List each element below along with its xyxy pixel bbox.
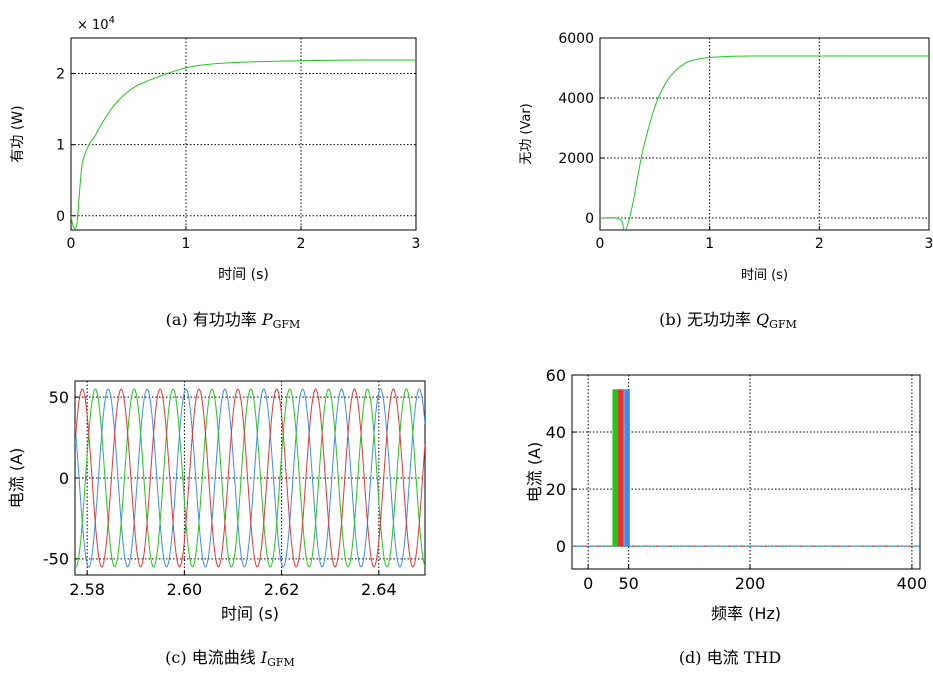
x-tick-label: 1 [182,236,191,252]
panel-caption: (c) 电流曲线 IGFM [165,648,295,669]
panel-caption: (b) 无功功率 QGFM [659,310,797,331]
chart-panel-c: 2.58 2.60 2.62 2.64 -50 0 50 时间 (s) 电流 (A) (c) 电流… [7,380,426,669]
y-axis-label: 有功 (W) [10,105,26,162]
caption-subscript: GFM [769,318,797,331]
y-tick-label: 1 [56,138,65,154]
x-tick-label: 50 [618,574,638,593]
y-tick-label: 0 [585,211,594,227]
x-axis-label: 时间 (s) [218,267,269,283]
caption-text: (d) 电流 THD [679,648,781,667]
caption-symbol: Q [756,310,769,329]
x-axis-label: 时间 (s) [221,604,279,623]
y-tick-label: 20 [546,480,566,499]
caption-text: (a) 有功功率 [166,310,262,329]
x-tick-label: 0 [583,574,593,593]
chart-panel-d: 0 50 200 400 0 20 40 60 频率 (Hz) 电流 (A) (d) 电流 THD [525,366,927,667]
panel-caption: (a) 有功功率 PGFM [166,310,301,331]
series-line-0 [75,388,425,568]
plot-area [599,37,930,231]
bar-0 [612,389,618,547]
y-tick-label: 0 [56,209,65,225]
series-line-0 [71,59,416,230]
bar-2 [624,389,630,547]
x-tick-label: 2.60 [167,580,203,599]
x-tick-label: 3 [925,236,933,252]
caption-symbol: P [261,310,273,329]
y-tick-label: 40 [546,423,566,442]
x-tick-label: 0 [596,236,605,252]
x-tick-label: 200 [735,574,766,593]
plot-area [70,37,417,231]
plot-area [571,374,921,570]
y-tick-label: 6000 [558,31,594,47]
caption-symbol: I [260,648,268,667]
axis-multiplier-base: × 10 [77,18,109,33]
y-axis-label: 无功 (Var) [519,103,534,164]
data-layer [600,55,929,230]
x-tick-label: 2.64 [361,580,397,599]
axis-multiplier-exponent: 4 [109,15,115,26]
chart-panel-a: 0 1 2 3 0 1 2 时间 (s) 有功 (W) × 104 (a) 有功功率 PGFM [10,15,420,331]
y-tick-label: 0 [59,469,69,488]
y-tick-label: 50 [49,388,69,407]
x-axis-label: 时间 (s) [741,268,788,283]
data-layer [75,388,425,568]
data-layer [572,389,920,547]
series-line-0 [600,55,929,230]
y-axis-label: 电流 (A) [525,442,544,503]
x-tick-label: 3 [412,236,421,252]
y-tick-label: 0 [556,537,566,556]
x-tick-label: 400 [897,574,928,593]
series-line-2 [75,388,425,568]
data-layer [71,59,416,230]
chart-panel-b: 0 1 2 3 0 2000 4000 6000 时间 (s) 无功 (Var) (b) 无功功率 … [519,31,933,331]
panel-caption: (d) 电流 THD [679,648,781,667]
bar-1 [617,389,624,547]
x-tick-label: 2 [815,236,824,252]
x-tick-label: 2 [297,236,306,252]
x-tick-label: 0 [67,236,76,252]
y-tick-label: 4000 [558,91,594,107]
axis-multiplier: × 104 [77,15,115,33]
series-line-1 [75,388,425,568]
x-tick-label: 2.62 [264,580,300,599]
y-tick-label: 60 [546,366,566,385]
x-axis-label: 频率 (Hz) [711,604,781,623]
y-tick-label: 2 [56,67,65,83]
y-tick-label: -50 [43,550,69,569]
caption-text: (b) 无功功率 [659,310,756,329]
caption-subscript: GFM [267,656,295,669]
caption-subscript: GFM [273,318,301,331]
y-axis-label: 电流 (A) [7,448,26,509]
x-tick-label: 1 [705,236,714,252]
x-tick-label: 2.58 [69,580,105,599]
y-tick-label: 2000 [558,151,594,167]
caption-text: (c) 电流曲线 [165,648,261,667]
